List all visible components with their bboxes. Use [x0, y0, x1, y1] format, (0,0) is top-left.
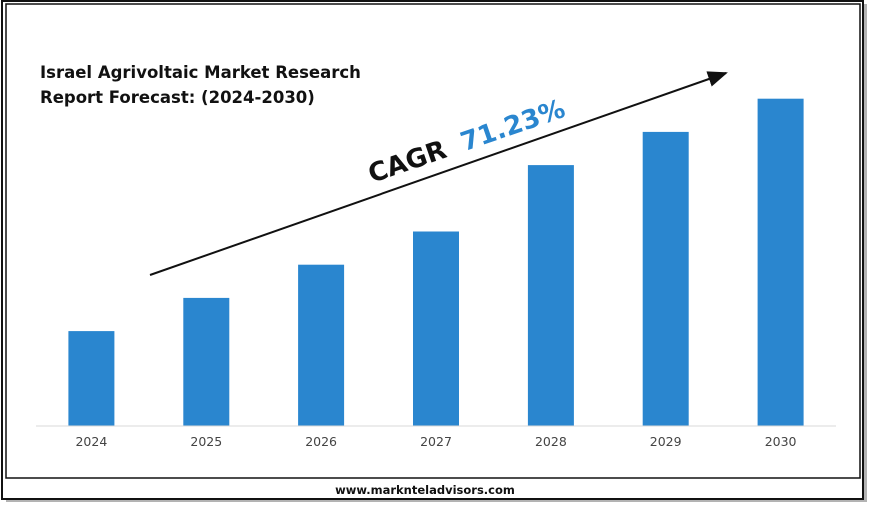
footer-url: www.marknteladvisors.com: [335, 483, 515, 497]
trend-arrow: [149, 71, 728, 276]
bar-2030: [757, 98, 804, 426]
x-tick-label-2028: 2028: [535, 434, 567, 449]
x-axis-ticks: 2024 2025 2026 2027 2028 2029 2030: [75, 434, 796, 449]
bar-series: [68, 98, 804, 426]
bar-2029: [642, 131, 689, 426]
x-tick-label-2027: 2027: [420, 434, 452, 449]
cagr-label: CAGR: [365, 135, 451, 190]
bar-2028: [527, 165, 574, 426]
x-tick-label-2026: 2026: [305, 434, 337, 449]
x-tick-label-2029: 2029: [650, 434, 682, 449]
x-tick-label-2025: 2025: [190, 434, 222, 449]
bar-2026: [298, 264, 345, 426]
x-tick-label-2024: 2024: [75, 434, 107, 449]
x-tick-label-2030: 2030: [765, 434, 797, 449]
bar-2024: [68, 331, 115, 426]
bar-2025: [183, 297, 230, 426]
chart-title-line-2: Report Forecast: (2024-2030): [40, 88, 315, 107]
bar-2027: [413, 231, 459, 426]
chart-title-line-1: Israel Agrivoltaic Market Research: [40, 63, 361, 82]
